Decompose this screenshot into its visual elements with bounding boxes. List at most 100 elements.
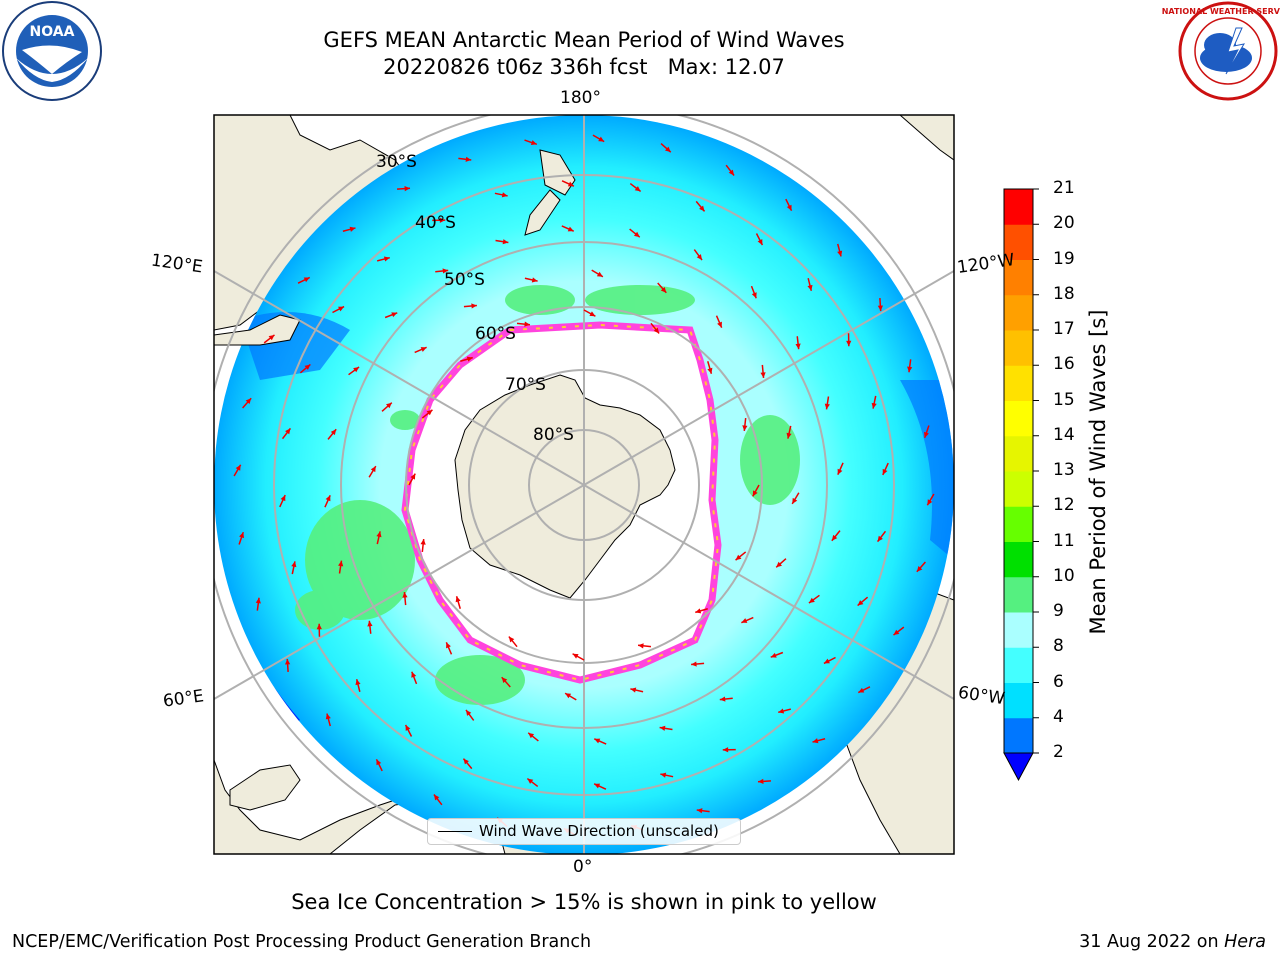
wind-wave-arrow-head (660, 772, 667, 778)
wind-wave-arrow-head (589, 311, 596, 317)
wind-wave-arrow-head (531, 277, 538, 283)
wind-wave-arrow-head (268, 334, 275, 341)
wind-wave-arrow-head (757, 239, 763, 246)
colorbar-swatch (1004, 224, 1033, 260)
wind-wave-arrow-head (786, 204, 792, 211)
wind-wave-arrow-head (638, 643, 644, 649)
wind-wave-arrow-head (411, 671, 417, 678)
colorbar-tick-label: 13 (1053, 460, 1075, 480)
wind-wave-arrow-head (527, 778, 534, 784)
wind-wave-arrow-head (742, 425, 748, 431)
wind-wave-arrow-head (465, 156, 472, 162)
wind-wave-arrow-head (508, 636, 515, 643)
wind-wave-arrow-head (376, 759, 382, 766)
wind-wave-arrow-head (420, 539, 426, 545)
wind-wave-arrow-head (338, 306, 345, 312)
wind-wave-arrow-head (325, 713, 331, 720)
wind-wave-arrow-head (349, 226, 356, 232)
map-subtitle: 20220826 t06z 336h fcst Max: 12.07 (383, 55, 785, 79)
colorbar-tick-label: 6 (1053, 671, 1064, 692)
wind-wave-arrow-head (760, 372, 766, 378)
wind-wave-arrow-head (501, 192, 508, 198)
wind-wave-arrow-head (722, 747, 729, 753)
colorbar-tick-label: 21 (1053, 178, 1075, 198)
wind-wave-arrow-head (927, 499, 933, 506)
wind-wave-arrow-head (404, 186, 411, 192)
lat-label-50s: 50°S (444, 270, 485, 290)
colorbar-swatch (1004, 365, 1033, 401)
lon-label-0: 0° (573, 857, 593, 877)
colorbar-tick-label: 16 (1053, 354, 1075, 375)
wind-wave-arrow-head (857, 600, 864, 606)
wind-wave-arrow-head (446, 642, 451, 649)
wind-wave-arrow-head (338, 560, 344, 567)
colorbar-swatch (1004, 259, 1033, 296)
map-legend: Wind Wave Direction (unscaled) (427, 818, 741, 845)
wind-wave-arrow-head (792, 497, 798, 504)
colorbar (1003, 188, 1039, 782)
colorbar-tick-label: 11 (1053, 530, 1075, 551)
wind-wave-arrow-head (757, 778, 764, 784)
legend-label: Wind Wave Direction (unscaled) (479, 822, 719, 840)
map-area (214, 115, 954, 854)
wind-wave-arrow-head (370, 466, 376, 473)
wind-wave-arrow-head (786, 432, 792, 439)
wind-wave-arrow-head (304, 364, 311, 370)
wind-wave-arrow-head (420, 347, 427, 352)
map-title: GEFS MEAN Antarctic Mean Period of Wind … (323, 28, 845, 52)
wind-wave-arrow-head (741, 618, 748, 623)
wind-wave-arrow-head (858, 687, 865, 693)
wind-wave-arrow-head (402, 592, 408, 598)
wind-wave-arrow-head (386, 402, 392, 409)
lat-label-80s: 80°S (533, 425, 574, 445)
wind-wave-arrow-head (823, 658, 830, 664)
wind-wave-arrow-head (367, 620, 373, 627)
antarctica-landmass (454, 374, 676, 599)
wind-wave-arrow-head (255, 597, 261, 604)
wind-wave-arrow-head (239, 532, 245, 539)
map-frame (213, 114, 955, 855)
wind-wave-arrow-head (280, 495, 286, 502)
wind-wave-arrow-head (695, 608, 702, 614)
wind-wave-arrow-head (565, 693, 572, 699)
lat-label-30s: 30°S (376, 152, 417, 172)
wind-wave-arrow-head (807, 284, 813, 291)
colorbar-swatch (1004, 612, 1033, 648)
wind-wave-arrow-head (598, 136, 605, 142)
wind-wave-arrow-head (572, 653, 579, 659)
lon-label-180: 180° (560, 88, 601, 108)
footer-credit: NCEP/EMC/Verification Post Processing Pr… (12, 932, 592, 952)
colorbar-extend-arrow (1003, 752, 1034, 782)
nws-logo-text: NATIONAL WEATHER SERVICE (1162, 7, 1280, 16)
wind-wave-arrow-head (752, 490, 758, 497)
colorbar-swatch (1004, 682, 1033, 719)
nws-logo: NATIONAL WEATHER SERVICE (1162, 1, 1280, 101)
wind-wave-arrow-head (735, 554, 742, 561)
wind-wave-arrow-head (846, 340, 852, 347)
wind-wave-arrow-head (330, 429, 337, 436)
wind-wave-arrow-head (465, 709, 472, 716)
wind-wave-arrow-head (871, 402, 877, 409)
wind-wave-arrow-head (665, 146, 671, 153)
wind-wave-arrow-head (303, 277, 310, 283)
wind-wave-arrow-head (877, 535, 883, 542)
wind-wave-arrow-head (882, 468, 888, 475)
wind-wave-arrow-head (916, 566, 923, 572)
wind-wave-arrow-head (893, 629, 900, 636)
colorbar-swatch (1004, 576, 1033, 613)
wind-wave-arrow-head (831, 534, 838, 541)
colorbar-swatch (1004, 189, 1033, 225)
wind-wave-arrow-head (353, 366, 360, 373)
wind-wave-arrow-head (696, 808, 703, 814)
wind-wave-arrow-head (707, 367, 713, 374)
wind-wave-arrow-head (355, 679, 361, 686)
colorbar-swatch (1004, 400, 1033, 437)
wind-wave-arrow-head (717, 321, 722, 328)
land-inside-disc (214, 149, 576, 346)
wind-wave-arrow-head (594, 783, 601, 789)
colorbar-swatch (1004, 471, 1033, 507)
wind-wave-arrow-head (325, 495, 331, 502)
wind-wave-arrow-head (812, 738, 819, 744)
wind-wave-arrow-head (594, 738, 601, 744)
colorbar-tick-label: 15 (1053, 389, 1075, 410)
